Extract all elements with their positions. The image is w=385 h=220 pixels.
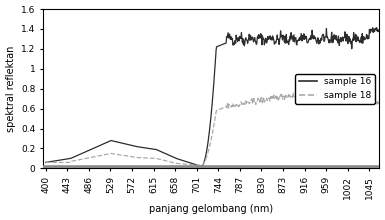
Legend: sample 16, sample 18: sample 16, sample 18 (295, 74, 375, 104)
X-axis label: panjang gelombang (nm): panjang gelombang (nm) (149, 204, 273, 214)
Y-axis label: spektral reflektan: spektral reflektan (5, 46, 15, 132)
